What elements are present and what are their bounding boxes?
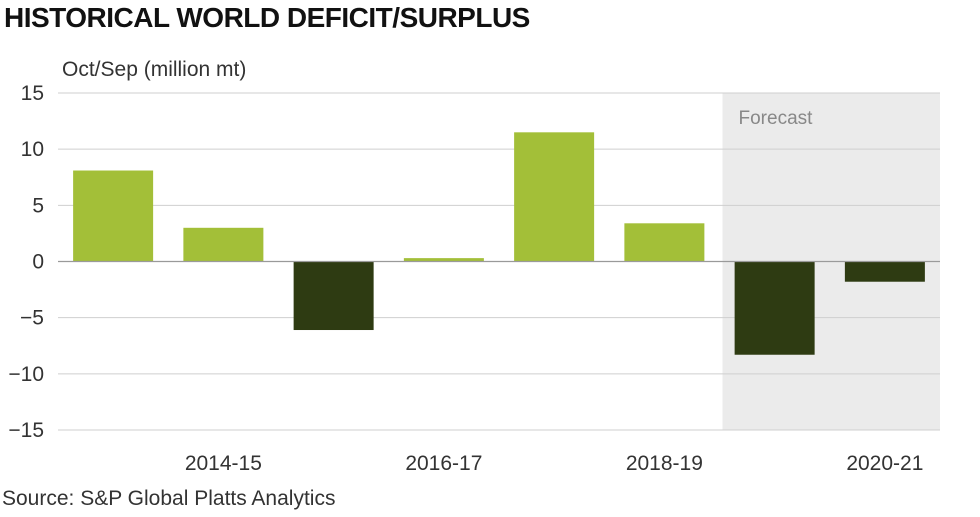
bar-2016-17: [403, 258, 484, 262]
y-tick-label: 10: [21, 138, 44, 161]
y-tick-label: −5: [20, 307, 44, 330]
y-axis-label: Oct/Sep (million mt): [62, 58, 247, 81]
y-tick-label: 5: [32, 194, 44, 217]
source-note: Source: S&P Global Platts Analytics: [2, 487, 336, 510]
bar-2017-18: [514, 132, 595, 262]
y-tick-label: 0: [32, 251, 44, 274]
bar-2019-20: [734, 261, 815, 355]
bar-2014-15: [183, 227, 264, 262]
chart-title: HISTORICAL WORLD DEFICIT/SURPLUS: [4, 2, 530, 33]
bar-2013-14: [73, 170, 154, 262]
y-tick-label: −10: [8, 363, 44, 386]
bar-2020-21: [844, 261, 925, 282]
y-tick-label: 15: [21, 82, 44, 105]
x-tick-label: 2018-19: [626, 452, 703, 475]
x-tick-label: 2014-15: [185, 452, 262, 475]
x-tick-label: 2016-17: [405, 452, 482, 475]
bar-2018-19: [624, 223, 705, 262]
bar-2015-16: [293, 261, 374, 331]
forecast-label: Forecast: [739, 108, 814, 129]
x-tick-label: 2020-21: [846, 452, 923, 475]
y-tick-label: −15: [8, 419, 44, 442]
